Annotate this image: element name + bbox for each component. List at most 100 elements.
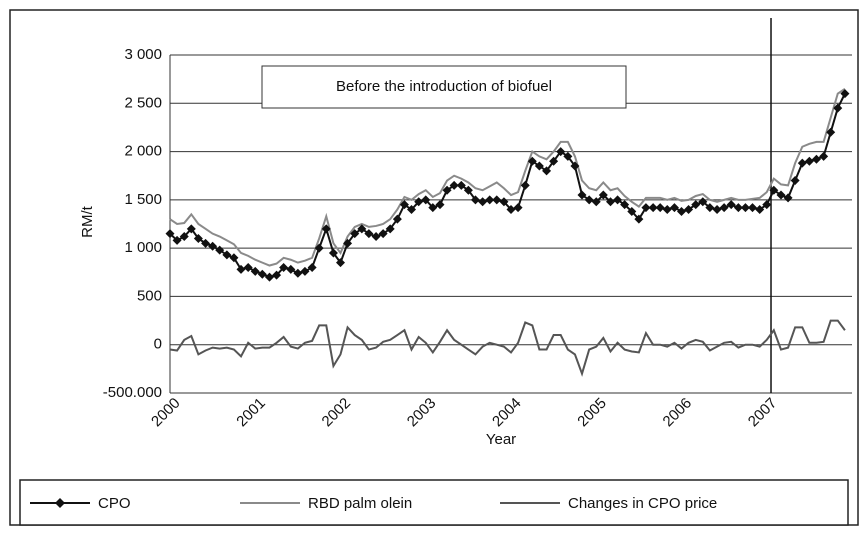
point-marker — [478, 197, 488, 207]
legend-marker — [55, 498, 65, 508]
legend-box — [19, 479, 849, 526]
point-marker — [776, 190, 786, 200]
point-marker — [421, 195, 431, 205]
point-marker — [605, 197, 615, 207]
point-marker — [748, 203, 758, 213]
y-tick-label: 2 500 — [124, 94, 162, 111]
point-marker — [733, 203, 743, 213]
point-marker — [343, 238, 353, 248]
point-marker — [840, 89, 850, 99]
legend-label: Changes in CPO price — [568, 495, 717, 512]
point-marker — [669, 203, 679, 213]
point-marker — [193, 233, 203, 243]
point-marker — [577, 190, 587, 200]
point-marker — [293, 268, 303, 278]
point-marker — [627, 206, 637, 216]
point-marker — [378, 229, 388, 239]
point-marker — [534, 161, 544, 171]
point-marker — [414, 197, 424, 207]
point-marker — [350, 229, 360, 239]
point-marker — [705, 203, 715, 213]
point-marker — [463, 185, 473, 195]
point-marker — [172, 235, 182, 245]
x-tick-label: 2007 — [745, 395, 781, 431]
point-marker — [620, 200, 630, 210]
point-marker — [222, 250, 232, 260]
point-marker — [236, 264, 246, 274]
point-marker — [819, 151, 829, 161]
point-marker — [257, 269, 267, 279]
point-marker — [520, 180, 530, 190]
x-tick-label: 2006 — [660, 395, 696, 431]
point-marker — [527, 156, 537, 166]
point-marker — [755, 205, 765, 215]
point-marker — [826, 127, 836, 137]
series-line — [169, 93, 846, 279]
point-marker — [328, 248, 338, 258]
point-marker — [719, 203, 729, 213]
point-marker — [407, 205, 417, 215]
point-marker — [833, 103, 843, 113]
point-marker — [264, 272, 274, 282]
point-marker — [371, 232, 381, 242]
point-marker — [677, 206, 686, 216]
y-tick-label: 3 000 — [124, 46, 162, 63]
point-marker — [456, 180, 466, 190]
point-marker — [513, 203, 523, 213]
point-marker — [286, 264, 296, 274]
y-tick-label: 0 — [154, 336, 162, 353]
point-marker — [392, 214, 402, 224]
point-marker — [201, 238, 211, 248]
point-marker — [279, 262, 289, 272]
point-marker — [435, 200, 445, 210]
point-marker — [492, 195, 502, 205]
legend-label: CPO — [98, 495, 131, 512]
annotation-box — [261, 65, 627, 109]
point-marker — [740, 203, 750, 213]
point-marker — [449, 180, 459, 190]
point-marker — [186, 224, 196, 234]
point-marker — [208, 241, 218, 251]
y-tick-label: 1 500 — [124, 191, 162, 208]
point-marker — [811, 154, 821, 164]
point-marker — [797, 158, 807, 168]
legend-label: RBD palm olein — [308, 495, 412, 512]
point-marker — [570, 161, 580, 171]
point-marker — [250, 266, 260, 276]
point-marker — [243, 262, 253, 272]
point-marker — [321, 224, 331, 234]
y-tick-label: 2 000 — [124, 143, 162, 160]
point-marker — [399, 200, 409, 210]
point-marker — [726, 200, 736, 210]
point-marker — [556, 147, 566, 157]
point-marker — [499, 197, 509, 207]
y-tick-label: -500.000 — [103, 384, 162, 401]
y-tick-label: 500 — [137, 287, 162, 304]
point-marker — [584, 195, 594, 205]
point-marker — [314, 243, 324, 253]
x-axis-label: Year — [486, 431, 516, 448]
point-marker — [506, 205, 516, 215]
point-marker — [549, 156, 559, 166]
point-marker — [563, 151, 573, 161]
point-marker — [712, 205, 722, 215]
point-marker — [655, 203, 665, 213]
series-line — [169, 319, 846, 377]
point-marker — [385, 224, 395, 234]
x-tick-label: 2003 — [404, 395, 440, 431]
point-marker — [762, 200, 772, 210]
point-marker — [300, 266, 310, 276]
point-marker — [662, 205, 672, 215]
point-marker — [307, 262, 317, 272]
point-marker — [648, 203, 658, 213]
annotation: Before the introduction of biofuel — [336, 78, 552, 95]
x-tick-label: 2001 — [233, 395, 269, 431]
point-marker — [357, 224, 367, 234]
point-marker — [769, 185, 779, 195]
point-marker — [485, 195, 495, 205]
series-line — [169, 87, 846, 267]
point-marker — [790, 176, 800, 186]
point-marker — [179, 232, 189, 242]
point-marker — [542, 166, 552, 176]
